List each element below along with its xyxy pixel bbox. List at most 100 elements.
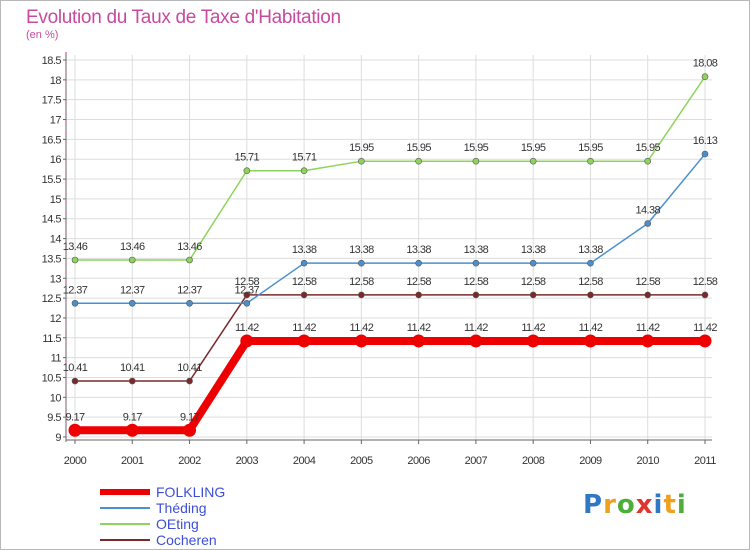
y-tick-label: 14 xyxy=(50,234,62,246)
data-label-thding: 13.38 xyxy=(521,244,546,256)
x-tick-label: 2010 xyxy=(636,455,659,467)
data-label-oeting: 15.95 xyxy=(464,142,489,154)
data-label-folkling: 9.17 xyxy=(123,411,142,423)
legend-label-oeting: OEting xyxy=(156,516,199,532)
data-label-cocheren: 12.58 xyxy=(406,276,431,288)
x-tick-label: 2004 xyxy=(293,455,316,467)
series-line-oeting xyxy=(74,75,706,261)
logo-letter: P xyxy=(583,490,604,520)
data-point-folkling xyxy=(469,334,483,348)
y-tick-label: 17 xyxy=(50,115,62,127)
data-label-folkling: 9.17 xyxy=(180,411,199,423)
chart-unit-label: (en %) xyxy=(26,29,59,41)
logo-letter: i xyxy=(653,490,664,520)
data-point-folkling xyxy=(354,334,368,348)
data-label-thding: 12.37 xyxy=(63,284,88,296)
data-point-cocheren xyxy=(701,291,709,299)
y-tick-label: 9.5 xyxy=(47,412,61,424)
grid-layer xyxy=(66,55,712,440)
data-label-thding: 14.38 xyxy=(635,204,660,216)
data-point-thding xyxy=(529,259,537,267)
data-point-oeting xyxy=(415,157,422,165)
x-tick-label: 2007 xyxy=(465,455,488,467)
y-tick-label: 16.5 xyxy=(42,134,62,146)
y-tick-label: 12.5 xyxy=(42,293,62,305)
data-point-folkling xyxy=(641,334,655,348)
data-label-thding: 12.37 xyxy=(177,284,202,296)
y-tick-label: 15 xyxy=(50,194,62,206)
data-point-cocheren xyxy=(358,291,365,299)
data-label-oeting: 15.95 xyxy=(349,142,374,154)
series-layer xyxy=(68,73,712,437)
x-tick-label: 2009 xyxy=(579,455,602,467)
data-point-cocheren xyxy=(587,291,594,299)
data-point-oeting xyxy=(701,73,709,80)
data-label-oeting: 15.95 xyxy=(406,142,431,154)
series-line-thding xyxy=(74,153,706,305)
data-label-folkling: 11.42 xyxy=(521,322,545,334)
data-label-oeting: 13.46 xyxy=(177,241,202,253)
data-label-thding: 13.38 xyxy=(464,244,489,256)
data-point-thding xyxy=(186,299,193,307)
y-tick-label: 14.5 xyxy=(42,214,62,226)
x-tick-label: 2000 xyxy=(64,455,87,467)
data-point-oeting xyxy=(300,167,308,175)
data-point-oeting xyxy=(358,157,365,165)
data-label-oeting: 15.95 xyxy=(521,142,546,154)
data-point-cocheren xyxy=(529,291,537,299)
y-tick-label: 13 xyxy=(50,273,62,285)
data-label-cocheren: 12.58 xyxy=(693,276,718,288)
data-point-thding xyxy=(472,259,480,267)
data-point-cocheren xyxy=(472,291,480,299)
data-label-thding: 13.38 xyxy=(349,244,374,256)
data-point-oeting xyxy=(644,157,652,165)
data-label-cocheren: 10.41 xyxy=(120,362,145,374)
data-label-oeting: 13.46 xyxy=(63,241,88,253)
data-label-oeting: 15.95 xyxy=(635,142,660,154)
data-label-cocheren: 12.58 xyxy=(635,276,660,288)
x-tick-label: 2001 xyxy=(121,455,144,467)
data-label-folkling: 11.42 xyxy=(407,322,431,334)
data-point-cocheren xyxy=(300,291,308,299)
x-tick-label: 2006 xyxy=(407,455,430,467)
logo-letter: t xyxy=(663,490,677,520)
legend-swatch-theding xyxy=(100,507,150,509)
x-tick-label: 2005 xyxy=(350,455,373,467)
x-tick-label: 2008 xyxy=(522,455,545,467)
data-point-oeting xyxy=(472,157,480,165)
proxiti-logo: Proxiti xyxy=(583,490,687,520)
data-point-folkling xyxy=(526,334,540,348)
data-point-thding xyxy=(701,150,709,158)
data-point-thding xyxy=(587,259,594,267)
y-tick-label: 9 xyxy=(55,432,61,444)
data-label-thding: 12.37 xyxy=(235,284,260,296)
data-label-cocheren: 12.58 xyxy=(464,276,489,288)
axis-layer: 9 9.5 10 10.5 11 11.5 12 12.5 13 13.5 14 14.5 15 15.5… xyxy=(42,52,717,467)
data-label-thding: 12.37 xyxy=(120,284,145,296)
data-point-folkling xyxy=(297,334,311,348)
legend-swatch-oeting xyxy=(100,523,150,525)
data-label-thding: 13.38 xyxy=(292,244,317,256)
data-point-thding xyxy=(71,299,79,307)
data-label-cocheren: 12.58 xyxy=(349,276,374,288)
data-point-oeting xyxy=(587,157,594,165)
data-point-oeting xyxy=(186,256,193,264)
y-tick-label: 18 xyxy=(50,75,62,87)
y-tick-label: 16 xyxy=(50,154,62,166)
data-point-cocheren xyxy=(128,377,136,385)
legend-label-cocheren: Cocheren xyxy=(156,532,217,548)
data-label-cocheren: 12.58 xyxy=(578,276,603,288)
data-point-folkling xyxy=(183,423,197,437)
data-label-oeting: 15.71 xyxy=(292,152,317,164)
chart-title: Evolution du Taux de Taxe d'Habitation xyxy=(26,7,341,28)
data-label-folkling: 11.42 xyxy=(235,322,259,334)
data-label-folkling: 11.42 xyxy=(693,322,717,334)
y-tick-label: 13.5 xyxy=(42,253,62,265)
data-point-thding xyxy=(415,259,422,267)
data-point-cocheren xyxy=(186,377,193,385)
data-point-oeting xyxy=(71,256,79,264)
logo-letter: o xyxy=(616,490,636,520)
data-label-folkling: 11.42 xyxy=(636,322,660,334)
data-point-thding xyxy=(300,259,308,267)
